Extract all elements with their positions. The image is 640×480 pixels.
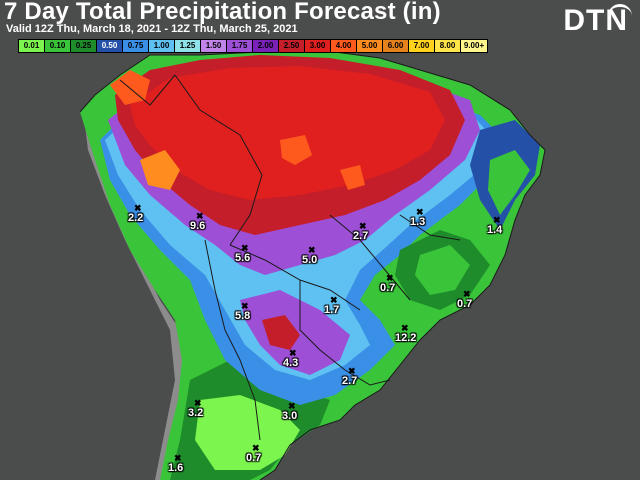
legend-cell: 0.01 — [19, 40, 45, 52]
x-marker-icon: ✖ — [252, 443, 260, 453]
x-marker-icon: ✖ — [386, 273, 394, 283]
legend-cell: 2.00 — [253, 40, 279, 52]
x-marker-icon: ✖ — [330, 295, 338, 305]
x-marker-icon: ✖ — [134, 203, 142, 213]
country-borders — [79, 49, 546, 480]
orange-patch-e — [340, 165, 365, 190]
northeast-green — [488, 150, 530, 215]
city-precip-value: 3.2 — [188, 407, 204, 419]
city-precip-value: 4.3 — [283, 357, 299, 369]
x-marker-icon: ✖ — [359, 221, 367, 231]
border-peru-brazil — [174, 74, 263, 246]
border-colombia — [119, 74, 176, 106]
city-precip-value: 1.7 — [324, 304, 340, 316]
city-precip-value: 5.8 — [235, 310, 251, 322]
x-marker-icon: ✖ — [196, 211, 204, 221]
south-pale-zone — [195, 395, 300, 470]
legend-cell: 5.00 — [357, 40, 383, 52]
red-inner — [130, 66, 445, 200]
legend-cell: 6.00 — [383, 40, 409, 52]
orange-patch-c — [280, 135, 312, 165]
east-green — [415, 245, 470, 295]
border-state-1 — [329, 214, 411, 301]
x-marker-icon: ✖ — [416, 207, 424, 217]
city-precip-value: 2.2 — [128, 212, 144, 224]
city-precip-value: 0.7 — [457, 298, 473, 310]
legend-cell: 3.00 — [305, 40, 331, 52]
precip-legend: 0.01 0.10 0.25 0.50 0.75 1.00 1.25 1.50 1.75 2.00… — [18, 39, 488, 53]
city-precip-value: 1.4 — [487, 224, 503, 236]
border-uruguay — [344, 369, 391, 386]
city-precip-value: 5.0 — [302, 254, 318, 266]
city-precip-value: 2.7 — [353, 230, 369, 242]
x-marker-icon: ✖ — [308, 245, 316, 255]
city-precip-value: 12.2 — [395, 332, 417, 344]
x-marker-icon: ✖ — [288, 401, 296, 411]
border-paraguay — [299, 280, 346, 371]
city-precip-value: 0.7 — [380, 282, 396, 294]
legend-cell: 8.00 — [435, 40, 461, 52]
x-marker-icon: ✖ — [463, 289, 471, 299]
x-marker-icon: ✖ — [348, 366, 356, 376]
x-marker-icon: ✖ — [241, 243, 249, 253]
map-title: 7 Day Total Precipitation Forecast (in) — [4, 0, 441, 25]
legend-cell: 1.50 — [201, 40, 227, 52]
border-andes — [204, 239, 261, 441]
legend-cell: 0.10 — [45, 40, 71, 52]
map-subtitle: Valid 12Z Thu, March 18, 2021 - 12Z Thu,… — [6, 23, 298, 35]
legend-cell: 7.00 — [409, 40, 435, 52]
legend-cell: 2.50 — [279, 40, 305, 52]
orange-patch-w — [140, 150, 180, 190]
legend-cell: 1.00 — [149, 40, 175, 52]
legend-cell: 9.00+ — [461, 40, 487, 52]
red-patch-south — [262, 315, 300, 350]
x-marker-icon: ✖ — [289, 348, 297, 358]
legend-cell: 1.75 — [227, 40, 253, 52]
x-marker-icon: ✖ — [493, 215, 501, 225]
legend-cell: 0.25 — [71, 40, 97, 52]
dtn-logo-arc — [608, 4, 632, 19]
legend-cell: 0.75 — [123, 40, 149, 52]
city-precip-value: 1.6 — [168, 462, 184, 474]
legend-cell: 4.00 — [331, 40, 357, 52]
city-precip-value: 9.6 — [190, 220, 206, 232]
x-marker-icon: ✖ — [241, 301, 249, 311]
x-marker-icon: ✖ — [401, 323, 409, 333]
x-marker-icon: ✖ — [174, 453, 182, 463]
legend-cell: 1.25 — [175, 40, 201, 52]
city-precip-value: 5.6 — [235, 252, 251, 264]
coastline — [79, 49, 546, 480]
legend-cell: 0.50 — [97, 40, 123, 52]
city-precip-value: 0.7 — [246, 452, 262, 464]
border-state-2 — [399, 214, 461, 241]
city-precip-value: 3.0 — [282, 410, 298, 422]
city-precip-value: 2.7 — [342, 375, 358, 387]
x-marker-icon: ✖ — [194, 398, 202, 408]
city-precip-value: 1.3 — [410, 216, 426, 228]
